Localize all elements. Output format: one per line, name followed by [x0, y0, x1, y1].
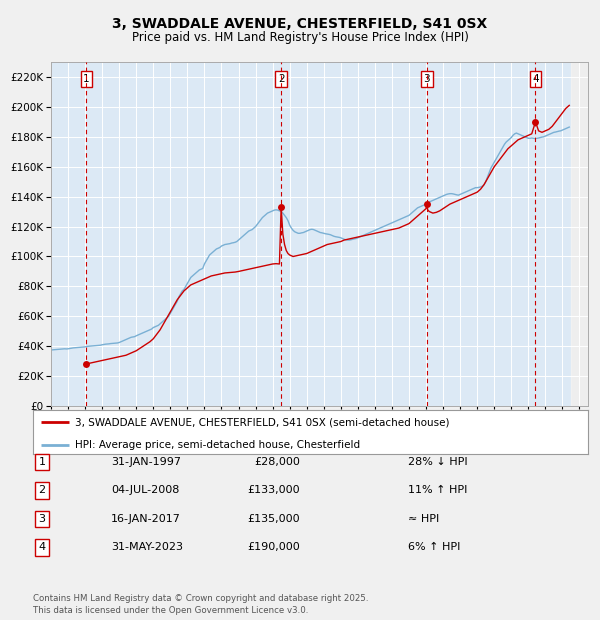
Text: 3: 3 — [38, 514, 46, 524]
Text: 11% ↑ HPI: 11% ↑ HPI — [408, 485, 467, 495]
Text: 2: 2 — [38, 485, 46, 495]
Text: 4: 4 — [532, 74, 539, 84]
Bar — [571, 62, 588, 406]
Text: 3, SWADDALE AVENUE, CHESTERFIELD, S41 0SX: 3, SWADDALE AVENUE, CHESTERFIELD, S41 0S… — [112, 17, 488, 32]
Text: £135,000: £135,000 — [247, 514, 300, 524]
Text: HPI: Average price, semi-detached house, Chesterfield: HPI: Average price, semi-detached house,… — [74, 440, 360, 450]
Text: 3, SWADDALE AVENUE, CHESTERFIELD, S41 0SX (semi-detached house): 3, SWADDALE AVENUE, CHESTERFIELD, S41 0S… — [74, 417, 449, 427]
Text: 2: 2 — [278, 74, 284, 84]
Text: 31-MAY-2023: 31-MAY-2023 — [111, 542, 183, 552]
Text: 04-JUL-2008: 04-JUL-2008 — [111, 485, 179, 495]
Text: 1: 1 — [38, 457, 46, 467]
Text: £133,000: £133,000 — [247, 485, 300, 495]
Bar — [571, 62, 588, 406]
Text: 31-JAN-1997: 31-JAN-1997 — [111, 457, 181, 467]
Text: Contains HM Land Registry data © Crown copyright and database right 2025.
This d: Contains HM Land Registry data © Crown c… — [33, 594, 368, 615]
Text: 6% ↑ HPI: 6% ↑ HPI — [408, 542, 460, 552]
Text: 1: 1 — [83, 74, 90, 84]
Text: 4: 4 — [38, 542, 46, 552]
Text: 16-JAN-2017: 16-JAN-2017 — [111, 514, 181, 524]
Text: £28,000: £28,000 — [254, 457, 300, 467]
Text: ≈ HPI: ≈ HPI — [408, 514, 439, 524]
Text: Price paid vs. HM Land Registry's House Price Index (HPI): Price paid vs. HM Land Registry's House … — [131, 31, 469, 44]
Text: £190,000: £190,000 — [247, 542, 300, 552]
Text: 28% ↓ HPI: 28% ↓ HPI — [408, 457, 467, 467]
Text: 3: 3 — [424, 74, 430, 84]
